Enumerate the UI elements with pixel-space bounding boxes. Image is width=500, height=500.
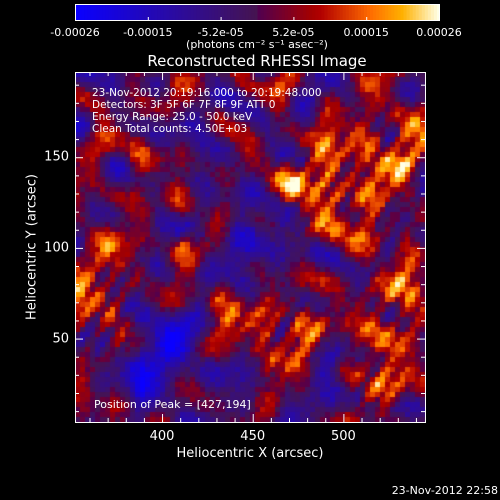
clean-counts-text: Clean Total counts: 4.50E+03 [92,123,248,135]
colorbar-tick-label: 0.00015 [343,26,389,39]
peak-position-text: Position of Peak = [427,194] [94,398,251,411]
energy-range-text: Energy Range: 25.0 - 50.0 keV [92,111,253,123]
colorbar-tick-label: -0.00026 [50,26,100,39]
footer-timestamp: 23-Nov-2012 22:58 [391,484,498,497]
y-tick-label: 100 [44,240,69,256]
x-axis-label: Heliocentric X (arcsec) [176,446,324,461]
heatmap-canvas [75,72,425,422]
colorbar-tick-label: 5.2e-05 [272,26,315,39]
x-tick-label: 450 [240,429,266,444]
colorbar-tick-label: -5.2e-05 [197,26,244,39]
x-tick-label: 500 [330,429,356,444]
colorbar-tick-label: 0.00026 [416,26,462,39]
rhessi-image [75,72,425,422]
colorbar-units: (photons cm⁻² s⁻¹ asec⁻²) [186,38,328,51]
x-tick-label: 400 [149,429,175,444]
colorbar-frame [75,4,440,21]
y-tick-label: 150 [44,149,69,165]
detectors-text: Detectors: 3F 5F 6F 7F 8F 9F ATT 0 [92,99,276,111]
plot-title: Reconstructed RHESSI Image [147,52,367,70]
y-tick-label: 50 [52,331,69,347]
time-range-text: 23-Nov-2012 20:19:16.000 to 20:19:48.000 [92,87,322,99]
colorbar [75,4,440,21]
colorbar-tick-label: -0.00015 [123,26,173,39]
plot-frame [75,72,426,423]
y-axis-label: Heliocentric Y (arcsec) [24,174,40,320]
